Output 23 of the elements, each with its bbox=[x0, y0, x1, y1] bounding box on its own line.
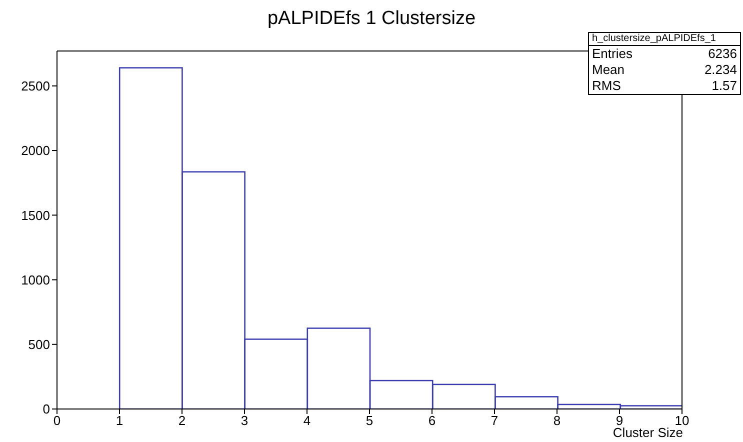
x-tick-label: 7 bbox=[490, 413, 498, 428]
chart-title: pALPIDEfs 1 Clustersize bbox=[266, 8, 477, 30]
x-tick-label: 4 bbox=[303, 413, 311, 428]
y-tick-label: 1000 bbox=[21, 272, 50, 288]
x-tick-label: 3 bbox=[240, 413, 248, 428]
x-tick-label: 2 bbox=[178, 413, 186, 428]
text: h_clustersize_pALPIDEfs_1 bbox=[589, 33, 740, 46]
annotation: Mean bbox=[592, 62, 625, 78]
y-tick-label: 1500 bbox=[21, 208, 50, 223]
annotation: Entries bbox=[592, 46, 632, 62]
y-tick-label: 0 bbox=[42, 402, 50, 417]
x-tick-label: 1 bbox=[116, 413, 124, 428]
x-tick-label: 5 bbox=[366, 413, 374, 428]
x-tick-label: 0 bbox=[53, 413, 61, 428]
y-tick-label: 2000 bbox=[21, 143, 50, 158]
y-tick-label: 500 bbox=[28, 336, 50, 352]
x-tick-label: 8 bbox=[553, 413, 561, 428]
text: 1.57 bbox=[712, 78, 737, 94]
text: 6236 bbox=[708, 46, 737, 62]
y-tick-label: 2500 bbox=[21, 78, 50, 94]
annotation: RMS bbox=[592, 78, 621, 94]
x-tick-label: 6 bbox=[428, 413, 436, 428]
text: 2.234 bbox=[704, 62, 737, 78]
